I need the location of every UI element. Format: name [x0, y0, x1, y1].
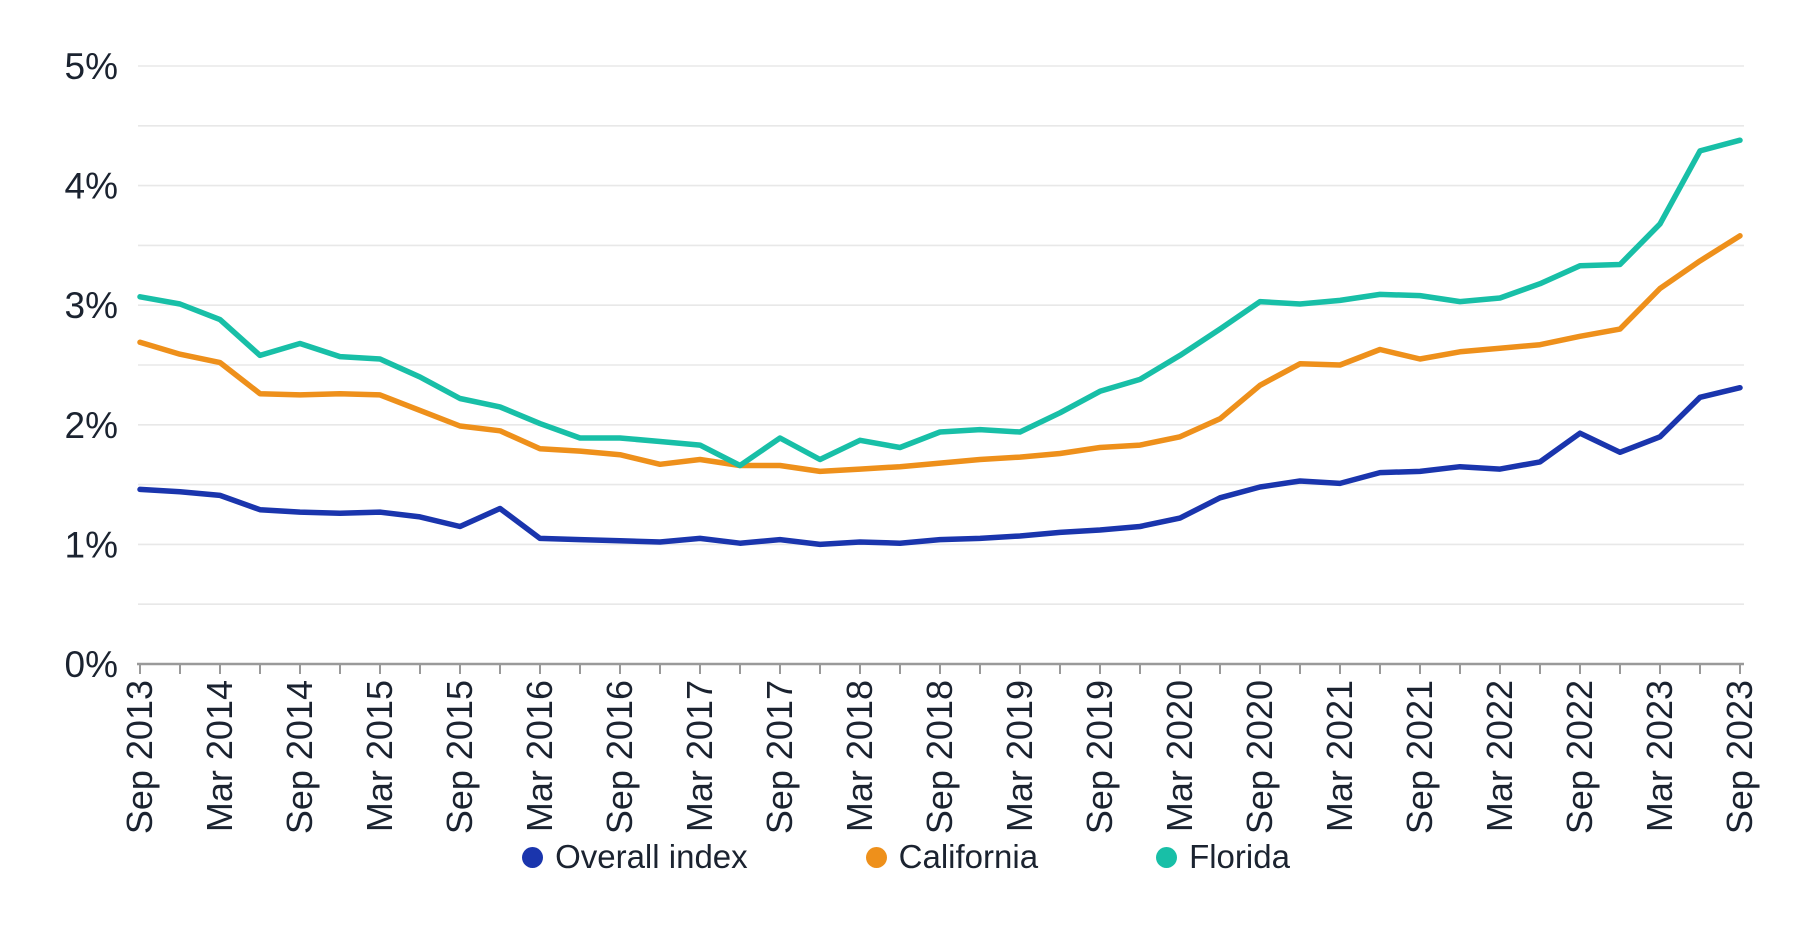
legend-label: Overall index — [555, 838, 748, 875]
x-axis-label: Mar 2022 — [1479, 680, 1520, 832]
x-axis-label: Mar 2017 — [679, 680, 720, 832]
legend-dot-california — [865, 846, 887, 868]
legend-dot-florida — [1156, 846, 1178, 868]
x-axis-label: Sep 2022 — [1559, 680, 1600, 834]
x-axis-label: Mar 2018 — [839, 680, 880, 832]
x-axis-label: Sep 2021 — [1399, 680, 1440, 834]
x-axis-label: Sep 2016 — [599, 680, 640, 834]
legend-item-overall-index: Overall index — [522, 838, 748, 876]
legend-label: California — [898, 838, 1039, 875]
x-axis-label: Sep 2017 — [759, 680, 800, 834]
x-axis-label: Sep 2015 — [439, 680, 480, 834]
series-line-california — [137, 233, 1743, 475]
x-axis-label: Mar 2021 — [1319, 680, 1360, 832]
x-axis-label: Mar 2016 — [519, 680, 560, 832]
series-line-overall-index — [137, 384, 1743, 548]
series-line-florida — [137, 137, 1743, 469]
x-axis-label: Mar 2015 — [359, 680, 400, 832]
x-axis-label: Sep 2014 — [279, 680, 320, 834]
y-axis-label: 5% — [65, 46, 118, 87]
x-axis-label: Sep 2023 — [1719, 680, 1760, 834]
y-axis-label: 0% — [65, 644, 118, 685]
x-axis-label: Mar 2019 — [999, 680, 1040, 832]
x-axis-label: Mar 2014 — [199, 680, 240, 832]
legend-label: Florida — [1189, 838, 1290, 875]
legend-item-california: California — [865, 838, 1039, 876]
y-axis-label: 3% — [65, 285, 118, 326]
legend-dot-overall-index — [522, 846, 544, 868]
y-axis-label: 1% — [65, 524, 118, 565]
x-axis-label: Mar 2020 — [1159, 680, 1200, 832]
y-axis-label: 4% — [65, 166, 118, 207]
y-axis-label: 2% — [65, 405, 118, 446]
x-axis-label: Sep 2020 — [1239, 680, 1280, 834]
x-axis-label: Sep 2018 — [919, 680, 960, 834]
x-axis-label: Mar 2023 — [1639, 680, 1680, 832]
x-axis-label: Sep 2013 — [119, 680, 160, 834]
x-axis-label: Sep 2019 — [1079, 680, 1120, 834]
legend-item-florida: Florida — [1156, 838, 1290, 876]
chart-legend: Overall index California Florida — [0, 838, 1812, 876]
